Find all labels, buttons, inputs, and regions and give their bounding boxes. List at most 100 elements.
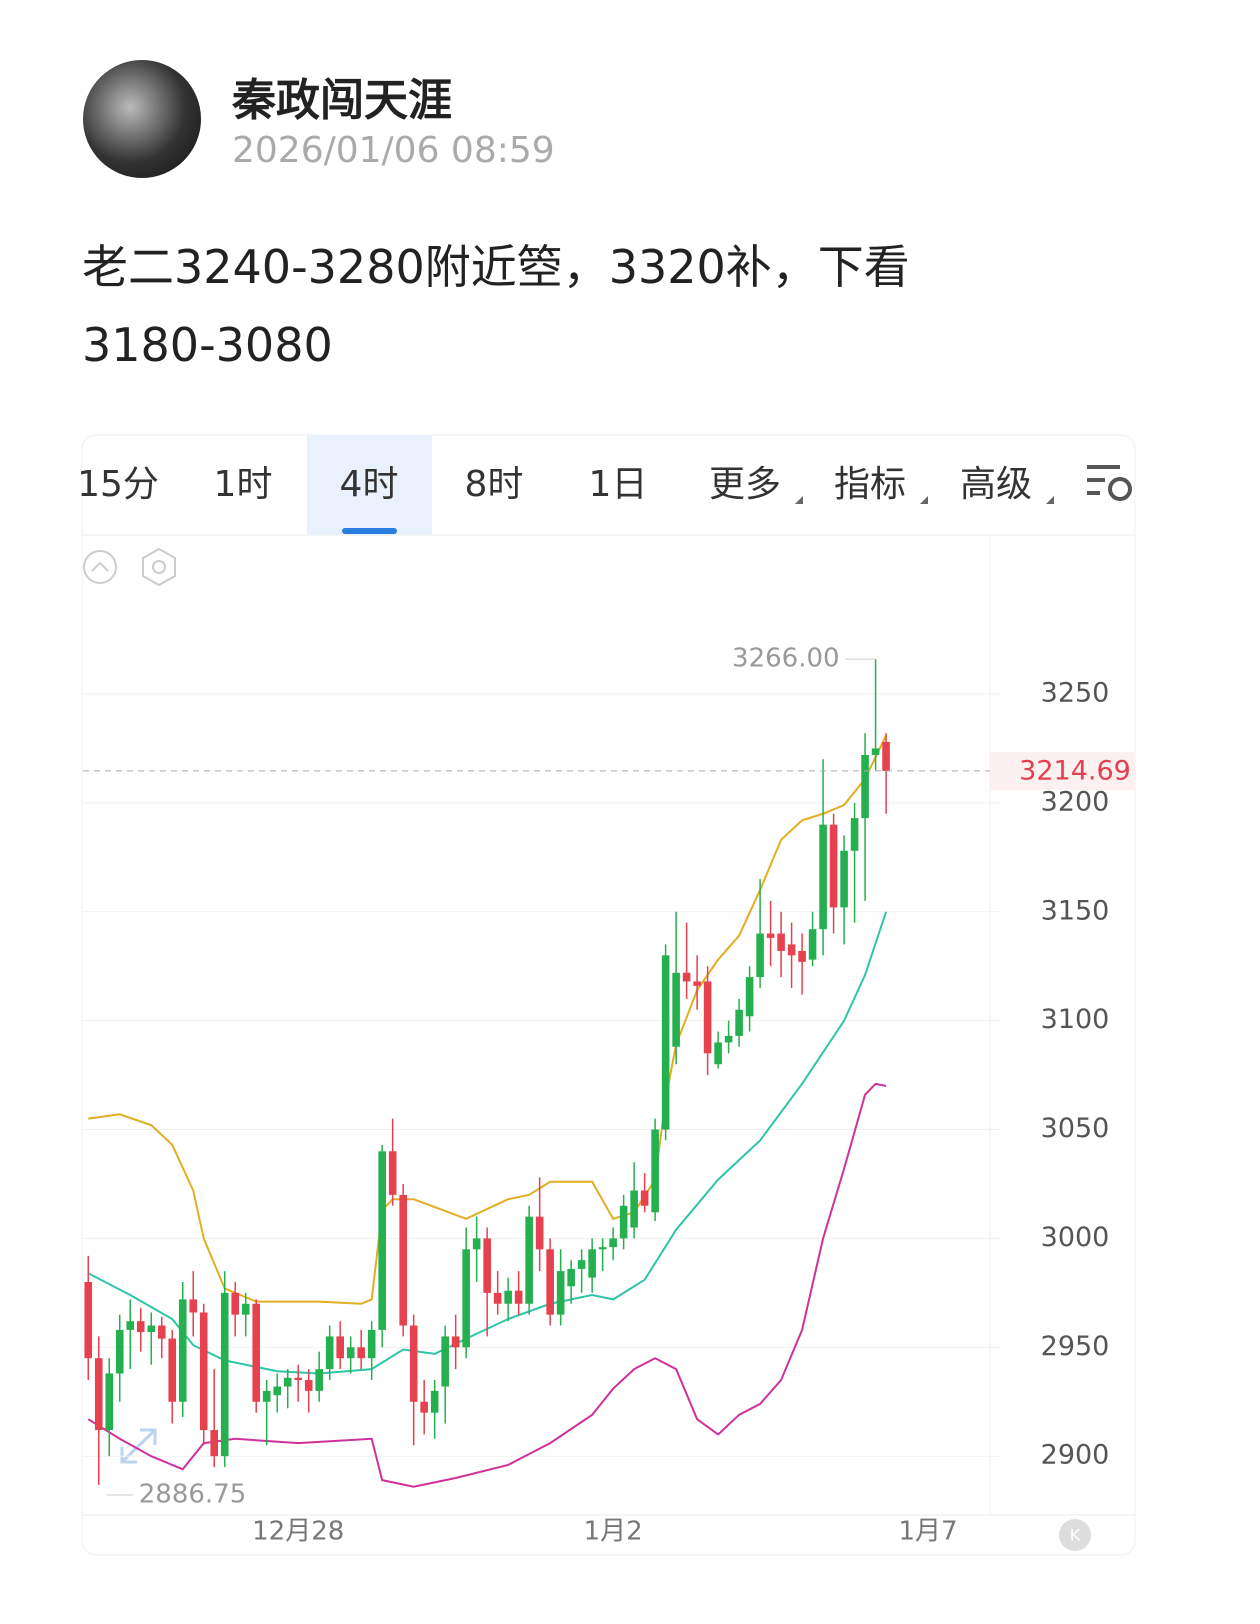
candle-body	[504, 1290, 512, 1304]
candle-body	[724, 1035, 733, 1043]
candle-body	[567, 1268, 575, 1287]
x-tick-label: 12月28	[252, 1517, 344, 1547]
candle-body	[178, 1299, 187, 1402]
candle-body	[157, 1325, 166, 1339]
k-icon[interactable]	[1059, 1519, 1091, 1551]
author[interactable]: 秦政闯天涯	[232, 75, 452, 126]
candle-body	[514, 1290, 523, 1304]
candle-body	[241, 1303, 250, 1315]
candle-body	[682, 972, 691, 982]
candle-body	[136, 1321, 145, 1333]
candle-body	[399, 1194, 407, 1326]
y-tick-label: 2950	[1041, 1331, 1110, 1362]
y-tick-label: 3100	[1041, 1004, 1110, 1035]
candle-body	[630, 1190, 638, 1228]
settings-hex[interactable]	[142, 547, 176, 587]
candle-body	[483, 1238, 491, 1293]
candle-body	[367, 1329, 376, 1359]
candle-body	[168, 1338, 177, 1402]
settings-icon[interactable]	[1087, 465, 1132, 501]
candle-body	[357, 1347, 365, 1359]
tab[interactable]: 8时	[465, 464, 524, 505]
candle-body	[126, 1321, 135, 1330]
x-tick-label: 1月7	[899, 1517, 958, 1547]
candle-body	[840, 850, 848, 908]
candle-body	[766, 933, 775, 938]
y-tick-label: 3150	[1041, 895, 1110, 926]
candle-body	[808, 929, 817, 960]
last-price-tag	[990, 751, 1135, 790]
candle-body	[703, 981, 712, 1054]
tab[interactable]: 15分	[77, 464, 159, 505]
last-price-label: 3214.69	[1019, 755, 1131, 786]
time: 2026/01/06 08:59	[232, 130, 555, 171]
candle-body	[525, 1216, 533, 1304]
low-label: 2886.75	[139, 1480, 247, 1510]
y-tick-label: 3200	[1041, 786, 1110, 817]
candle-body	[777, 933, 785, 951]
candle-body	[315, 1369, 323, 1391]
collapse-arrow	[91, 561, 109, 572]
candle-body	[535, 1216, 544, 1250]
candle-body	[798, 950, 806, 962]
y-tick-label: 2900	[1041, 1440, 1110, 1471]
candle-body	[336, 1336, 344, 1359]
high-label: 3266.00	[732, 644, 840, 674]
tab-caret	[795, 496, 803, 504]
y-tick-label: 3000	[1041, 1222, 1110, 1253]
candle-body	[441, 1336, 449, 1387]
candle-body	[325, 1336, 334, 1370]
avatar[interactable]	[83, 60, 201, 178]
tab-caret	[920, 496, 928, 504]
candle-body	[189, 1299, 198, 1313]
candle-body	[231, 1292, 240, 1315]
candle-body	[609, 1238, 617, 1248]
candle-body	[661, 955, 670, 1130]
chart-card	[81, 434, 1136, 1556]
candle-body	[588, 1249, 596, 1278]
candle-body	[756, 933, 764, 978]
candle-body	[420, 1401, 428, 1413]
candle-body	[84, 1281, 93, 1359]
candle-body	[598, 1247, 607, 1250]
candle-body	[409, 1325, 418, 1402]
candle-body	[472, 1238, 481, 1250]
candle-body	[714, 1042, 722, 1065]
candle-body	[147, 1325, 156, 1333]
tab-underline	[342, 528, 397, 534]
tab-active-bg	[307, 435, 432, 535]
tab[interactable]: 1时	[214, 464, 273, 505]
settings-hex-dot	[152, 560, 166, 574]
tab[interactable]: 指标	[834, 464, 906, 505]
tab[interactable]: 更多	[709, 464, 781, 505]
candle-body	[304, 1379, 313, 1391]
k-icon-text: K	[1070, 1526, 1081, 1545]
candle-body	[199, 1312, 208, 1431]
collapse-icon[interactable]	[83, 550, 117, 584]
candle-body	[651, 1129, 659, 1213]
candle-body	[94, 1358, 103, 1431]
candle-body	[451, 1336, 460, 1348]
candle-body	[294, 1377, 303, 1380]
candle-body	[871, 748, 880, 755]
tab[interactable]: 高级	[960, 464, 1032, 505]
candle-body	[378, 1151, 386, 1330]
candle-body	[283, 1377, 292, 1387]
candle-body	[819, 824, 827, 930]
candle-body	[388, 1151, 397, 1195]
candle-body	[556, 1271, 565, 1315]
candle-body	[619, 1205, 628, 1239]
candle-body	[210, 1430, 219, 1457]
tab[interactable]: 1日	[589, 464, 648, 505]
candle-body	[829, 824, 838, 908]
candle-body	[462, 1249, 470, 1348]
tab[interactable]: 4时	[340, 464, 399, 505]
candle-body	[115, 1329, 124, 1374]
candle-body	[577, 1260, 586, 1269]
candle-body	[346, 1347, 355, 1359]
post-text: 老二3240-3280附近箜，3320补，下看3180-3080	[82, 240, 910, 372]
candle-body	[787, 944, 796, 956]
y-tick-label: 3050	[1041, 1113, 1110, 1144]
